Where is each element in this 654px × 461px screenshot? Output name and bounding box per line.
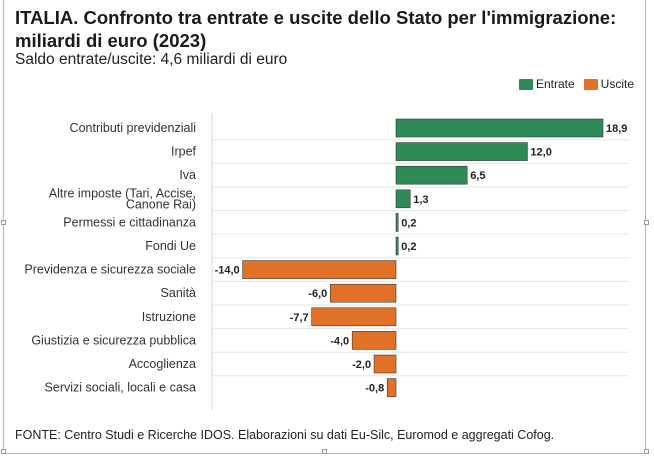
category-label: Sanità xyxy=(161,286,196,300)
category-label: Irpef xyxy=(171,145,197,159)
value-label: -2,0 xyxy=(352,359,371,371)
resize-handle-mid-right[interactable] xyxy=(644,220,649,225)
bar-uscite xyxy=(329,283,397,303)
value-label: -14,0 xyxy=(215,265,240,277)
bar-uscite xyxy=(242,260,397,279)
bar-entrate xyxy=(395,213,399,232)
bar-entrate xyxy=(395,142,528,161)
chart-title: ITALIA. Confronto tra entrate e uscite d… xyxy=(15,7,617,51)
legend-label-uscite: Uscite xyxy=(600,77,634,91)
value-label: 18,9 xyxy=(606,123,627,135)
resize-handle-mid-left[interactable] xyxy=(1,220,6,225)
category-label: Contributi previdenziali xyxy=(70,121,196,135)
legend: Entrate Uscite xyxy=(510,77,634,91)
value-label: -0,8 xyxy=(365,383,384,395)
resize-handle-bottom-right[interactable] xyxy=(644,449,649,454)
category-label: Accoglienza xyxy=(129,357,196,371)
bar-entrate xyxy=(395,189,411,209)
bar-uscite xyxy=(311,307,397,327)
category-label: Fondi Ue xyxy=(145,239,196,253)
bar-uscite xyxy=(373,354,397,374)
source-note: FONTE: Centro Studi e Ricerche IDOS. Ela… xyxy=(15,428,555,442)
value-label: 6,5 xyxy=(470,170,485,182)
value-label: 0,2 xyxy=(401,241,416,253)
bar-entrate xyxy=(395,118,604,138)
bar-uscite xyxy=(386,378,397,397)
bar-entrate xyxy=(395,165,468,185)
legend-item-entrate: Entrate xyxy=(518,77,575,91)
resize-handle-bottom-left[interactable] xyxy=(1,449,6,454)
legend-swatch-uscite xyxy=(583,78,598,90)
value-label: 1,3 xyxy=(413,194,428,206)
chart-subtitle: Saldo entrate/uscite: 4,6 miliardi di eu… xyxy=(15,51,288,68)
value-label: -4,0 xyxy=(330,335,349,347)
resize-handle-bottom-center[interactable] xyxy=(322,449,327,454)
value-label: -6,0 xyxy=(308,288,327,300)
value-label: 12,0 xyxy=(530,147,551,159)
category-label: Iva xyxy=(179,168,196,182)
category-label: Giustizia e sicurezza pubblica xyxy=(31,333,196,347)
bar-entrate xyxy=(395,236,399,256)
legend-item-uscite: Uscite xyxy=(583,77,634,91)
category-label: Previdenza e sicurezza sociale xyxy=(24,263,196,277)
category-label: Servizi sociali, locali e casa xyxy=(45,381,196,395)
category-label: Istruzione xyxy=(142,310,196,324)
legend-label-entrate: Entrate xyxy=(535,77,575,91)
value-label: -7,7 xyxy=(290,312,309,324)
category-label: Altre imposte (Tari, Accise, Canone Rai) xyxy=(49,186,196,211)
category-label: Permessi e cittadinanza xyxy=(63,215,196,229)
value-label: 0,2 xyxy=(401,217,416,229)
bar-uscite xyxy=(351,331,397,350)
legend-swatch-entrate xyxy=(518,78,533,90)
